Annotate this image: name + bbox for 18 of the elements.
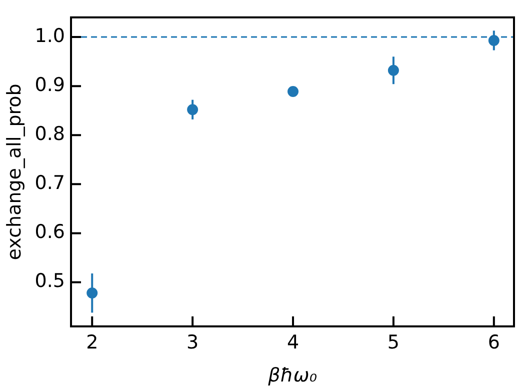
y-tick-label: 0.7 — [34, 172, 66, 194]
x-tick-label: 5 — [387, 332, 400, 354]
y-tick-label: 0.8 — [34, 123, 66, 146]
x-tick-label: 2 — [86, 332, 98, 354]
x-tick-label: 4 — [286, 332, 300, 354]
x-tick-label: 3 — [186, 332, 199, 354]
y-tick-label: 0.6 — [34, 221, 66, 244]
y-axis-title: exchange_all_prob — [3, 84, 26, 260]
x-tick-label: 6 — [488, 332, 500, 354]
point — [187, 104, 198, 116]
y-tick-label: 0.5 — [34, 270, 66, 292]
point — [288, 86, 299, 97]
point — [86, 288, 98, 299]
point — [488, 34, 500, 46]
y-tick-label: 0.9 — [34, 74, 66, 96]
y-tick-label: 1.0 — [34, 24, 66, 47]
x-axis-title: βħω₀ — [267, 364, 318, 387]
point — [388, 64, 399, 76]
